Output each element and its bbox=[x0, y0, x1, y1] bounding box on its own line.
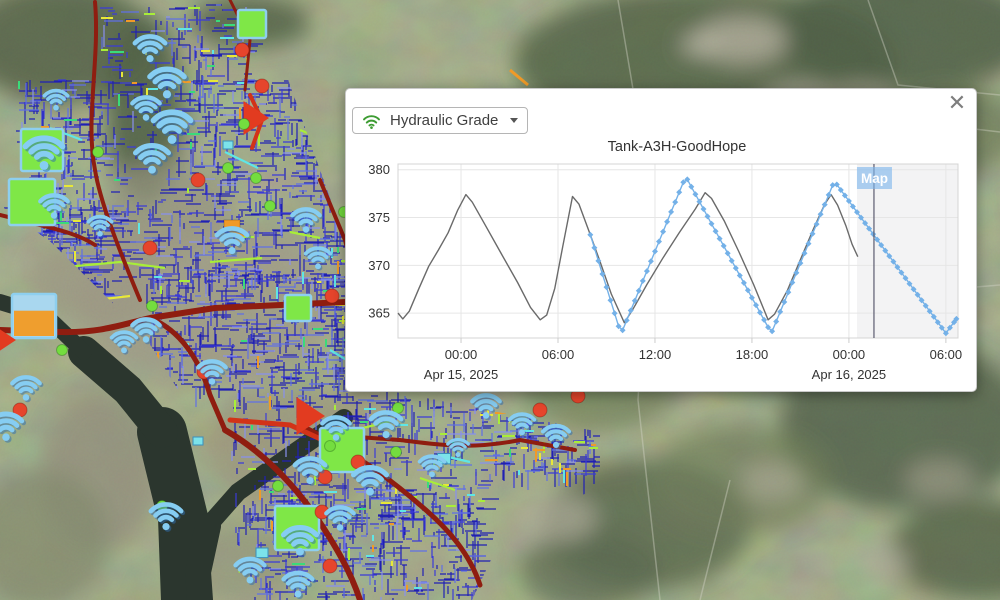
wifi-sensor-icon[interactable] bbox=[130, 95, 164, 123]
chart-title: Tank-A3H-GoodHope bbox=[607, 139, 747, 155]
svg-text:Apr 15, 2025: Apr 15, 2025 bbox=[424, 367, 498, 382]
green-node-marker[interactable] bbox=[146, 300, 158, 312]
observed-series-line[interactable] bbox=[397, 192, 859, 324]
wifi-sensor-icon[interactable] bbox=[42, 88, 71, 112]
svg-text:Apr 16, 2025: Apr 16, 2025 bbox=[812, 367, 886, 382]
green-node-marker[interactable] bbox=[324, 440, 336, 452]
wifi-sensor-icon[interactable] bbox=[10, 375, 44, 403]
wifi-sensor-icon[interactable] bbox=[470, 393, 504, 421]
svg-text:Map: Map bbox=[861, 171, 888, 186]
wifi-sensor-icon[interactable] bbox=[0, 411, 27, 443]
wifi-sensor-icon[interactable] bbox=[507, 412, 538, 437]
wifi-sensor-icon[interactable] bbox=[303, 246, 334, 271]
orange-mark bbox=[509, 68, 529, 87]
red-valve-marker[interactable] bbox=[322, 558, 338, 574]
red-valve-marker[interactable] bbox=[324, 288, 340, 304]
wifi-sensor-icon[interactable] bbox=[324, 505, 358, 533]
pump-marker[interactable] bbox=[243, 101, 270, 135]
y-axis-labels: 365 370 375 380 bbox=[368, 162, 390, 320]
red-valve-marker[interactable] bbox=[142, 240, 158, 256]
wifi-sensor-icon[interactable] bbox=[350, 465, 391, 498]
wifi-sensor-icon[interactable] bbox=[148, 502, 186, 532]
metric-dropdown-label: Hydraulic Grade bbox=[390, 112, 499, 129]
svg-text:00:00: 00:00 bbox=[833, 347, 866, 362]
wifi-sensor-icon[interactable] bbox=[540, 423, 573, 450]
tank-marker[interactable] bbox=[283, 293, 313, 323]
wifi-sensor-icon[interactable] bbox=[446, 437, 472, 459]
wifi-sensor-icon[interactable] bbox=[214, 226, 252, 256]
green-node-marker[interactable] bbox=[390, 446, 402, 458]
map-cursor-label: Map bbox=[856, 167, 892, 189]
green-node-marker[interactable] bbox=[238, 118, 250, 130]
green-node-marker[interactable] bbox=[92, 146, 104, 158]
green-node-marker[interactable] bbox=[272, 480, 284, 492]
red-valve-marker[interactable] bbox=[234, 42, 250, 58]
wifi-sensor-icon[interactable] bbox=[292, 456, 330, 486]
wifi-sensor-icon[interactable] bbox=[109, 330, 140, 355]
wifi-sensor-icon[interactable] bbox=[196, 359, 230, 387]
transmission-mains bbox=[0, 0, 577, 600]
metric-dropdown[interactable]: Hydraulic Grade bbox=[352, 107, 528, 134]
svg-text:06:00: 06:00 bbox=[930, 347, 963, 362]
svg-text:18:00: 18:00 bbox=[736, 347, 769, 362]
wifi-sensor-icon[interactable] bbox=[281, 570, 317, 600]
cyan-box-marker[interactable] bbox=[192, 436, 204, 446]
tank-marker[interactable] bbox=[236, 8, 268, 40]
svg-text:370: 370 bbox=[368, 258, 390, 273]
wifi-sensor-icon[interactable] bbox=[368, 410, 406, 440]
hydraulic-grade-chart[interactable]: 00:00 06:00 12:00 18:00 00:00 06:00 Apr 15, 20… bbox=[350, 139, 972, 389]
svg-text:00:00: 00:00 bbox=[445, 347, 478, 362]
cyan-box-marker[interactable] bbox=[255, 547, 269, 559]
future-plot-band bbox=[856, 164, 958, 338]
pump-marker[interactable] bbox=[0, 328, 16, 352]
chevron-down-icon bbox=[510, 118, 518, 123]
green-node-marker[interactable] bbox=[250, 172, 262, 184]
x-axis-ticks bbox=[460, 338, 947, 343]
wifi-sensor-icon[interactable] bbox=[280, 525, 321, 558]
wifi-sensor-icon[interactable] bbox=[233, 556, 269, 586]
chart-popup-panel: Hydraulic Grade ✕ Tank-A3H-GoodHope 00:0… bbox=[345, 88, 977, 392]
svg-text:06:00: 06:00 bbox=[542, 347, 575, 362]
svg-text:380: 380 bbox=[368, 162, 390, 177]
wifi-sensor-icon[interactable] bbox=[132, 34, 170, 64]
wifi-sensor-icon[interactable] bbox=[22, 135, 68, 172]
cyan-box-marker[interactable] bbox=[222, 140, 234, 150]
green-node-marker[interactable] bbox=[222, 162, 234, 174]
wifi-sensor-icon[interactable] bbox=[320, 415, 354, 443]
green-node-marker[interactable] bbox=[264, 200, 276, 212]
wifi-sensor-icon[interactable] bbox=[150, 109, 196, 146]
svg-text:365: 365 bbox=[368, 306, 390, 321]
red-valve-marker[interactable] bbox=[532, 402, 548, 418]
red-valve-marker[interactable] bbox=[190, 172, 206, 188]
plot-border bbox=[397, 163, 959, 339]
wifi-sensor-icon[interactable] bbox=[86, 214, 115, 238]
wifi-sensor-layer bbox=[0, 34, 573, 600]
pump-marker[interactable] bbox=[296, 397, 326, 435]
close-button[interactable]: ✕ bbox=[943, 89, 971, 117]
wifi-sensor-icon[interactable] bbox=[147, 66, 189, 101]
wifi-sensor-icon[interactable] bbox=[290, 207, 324, 235]
green-node-marker[interactable] bbox=[56, 344, 68, 356]
svg-text:375: 375 bbox=[368, 210, 390, 225]
wifi-sensor-icon[interactable] bbox=[38, 193, 72, 221]
wifi-sensor-icon[interactable] bbox=[130, 317, 164, 345]
tank-level-marker[interactable] bbox=[10, 292, 58, 340]
wifi-icon bbox=[362, 113, 381, 129]
wifi-sensor-icon[interactable] bbox=[132, 143, 173, 176]
red-valve-marker[interactable] bbox=[254, 78, 270, 94]
forecast-series-markers[interactable] bbox=[587, 176, 960, 337]
wifi-sensor-icon[interactable] bbox=[417, 454, 448, 479]
x-axis-labels: 00:00 06:00 12:00 18:00 00:00 06:00 Apr 15, 20… bbox=[424, 347, 962, 382]
svg-text:12:00: 12:00 bbox=[639, 347, 672, 362]
